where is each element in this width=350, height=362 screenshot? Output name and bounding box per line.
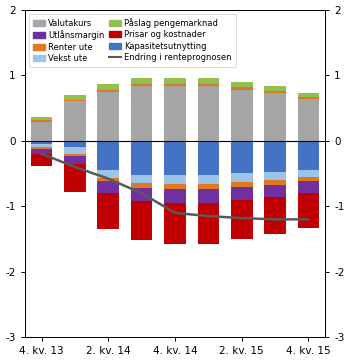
Bar [64,147,86,154]
Bar [264,86,286,91]
Bar [131,188,153,201]
Bar [298,193,319,228]
Legend: Valutakurs, Utlånsmargin, Renter ute, Vekst ute, Påslag pengemarknad, Prisar og : Valutakurs, Utlånsmargin, Renter ute, Ve… [29,14,236,67]
Bar [231,182,252,186]
Bar [131,84,153,86]
Bar [131,78,153,84]
Bar [231,200,252,239]
Bar [197,78,219,84]
Bar [231,82,252,87]
Bar [98,178,119,181]
Bar [98,193,119,229]
Bar [64,154,86,156]
Bar [131,86,153,141]
Bar [98,92,119,141]
Bar [31,141,52,144]
Bar [31,144,52,147]
Bar [298,93,319,97]
Bar [64,101,86,141]
Bar [164,189,186,203]
Bar [231,141,252,173]
Bar [164,203,186,244]
Bar [31,148,52,154]
Bar [197,203,219,244]
Bar [231,186,252,200]
Bar [264,197,286,235]
Bar [298,97,319,100]
Bar [264,141,286,172]
Bar [64,100,86,101]
Bar [164,184,186,189]
Bar [298,170,319,177]
Bar [298,181,319,193]
Bar [131,201,153,240]
Bar [31,122,52,141]
Bar [264,91,286,93]
Bar [298,177,319,181]
Bar [98,170,119,178]
Bar [197,189,219,203]
Bar [164,84,186,86]
Bar [31,117,52,121]
Bar [131,141,153,175]
Bar [264,172,286,180]
Bar [231,87,252,89]
Bar [98,84,119,90]
Bar [298,100,319,141]
Bar [264,93,286,141]
Bar [164,175,186,184]
Bar [231,173,252,182]
Bar [98,90,119,92]
Bar [31,147,52,148]
Bar [231,89,252,141]
Bar [164,78,186,84]
Bar [64,164,86,192]
Bar [197,84,219,86]
Bar [264,185,286,197]
Bar [131,175,153,183]
Bar [197,141,219,175]
Bar [164,86,186,141]
Bar [298,141,319,170]
Bar [264,180,286,185]
Bar [164,141,186,175]
Bar [64,156,86,164]
Bar [98,141,119,170]
Bar [131,183,153,188]
Bar [64,141,86,147]
Bar [197,184,219,189]
Bar [31,154,52,166]
Bar [98,181,119,193]
Bar [64,96,86,100]
Bar [197,86,219,141]
Bar [31,121,52,122]
Bar [197,175,219,184]
